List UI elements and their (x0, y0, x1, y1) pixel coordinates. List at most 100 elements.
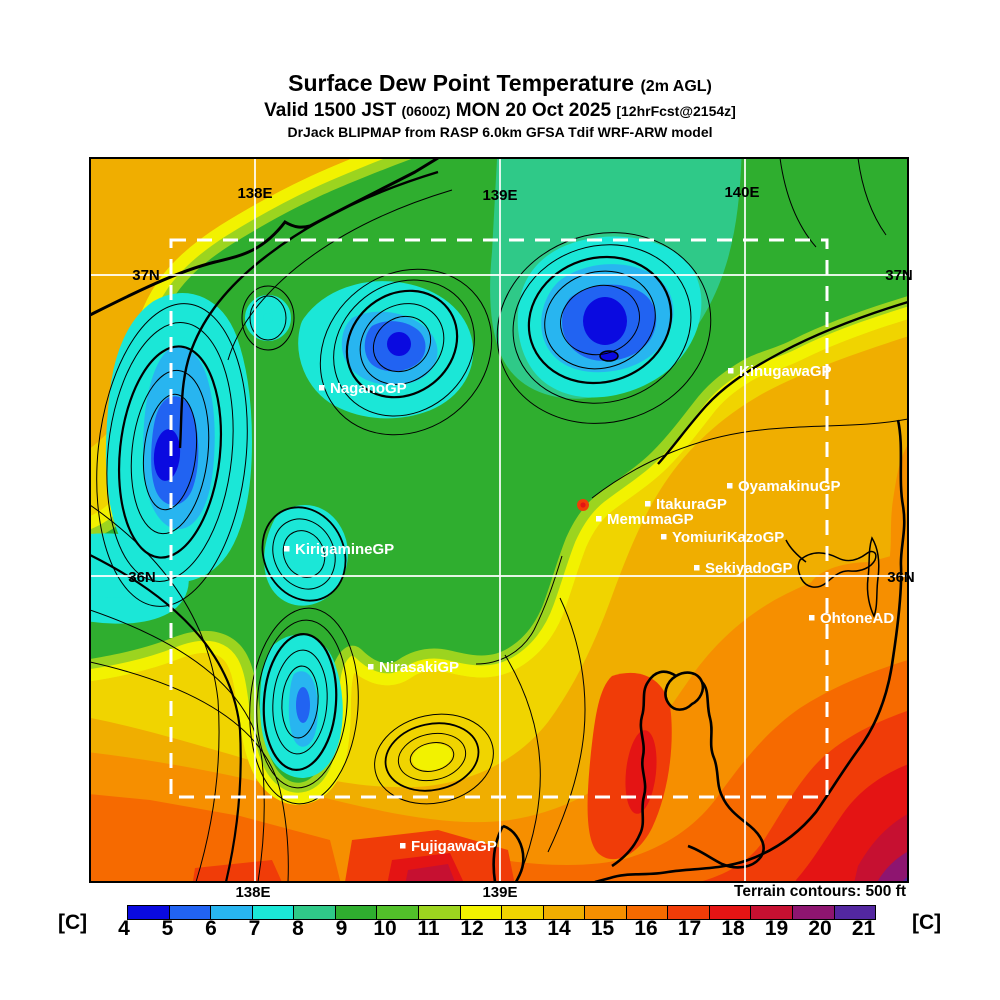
station-marker (727, 483, 733, 489)
colorbar-cell (377, 906, 419, 919)
station-label: OhtoneAD (820, 610, 894, 627)
title-main: Surface Dew Point Temperature (288, 70, 635, 96)
coastline (90, 158, 906, 882)
lon-label-top: 138E (237, 185, 272, 202)
terrain-contour-ring (272, 649, 328, 755)
latlon-gridlines (91, 159, 907, 881)
colorbar-tick-label: 17 (677, 917, 702, 940)
colorbar-cell (252, 906, 295, 919)
grid-labels: 138E 139E 140E 37N 37N 36N 36N 138E 139E… (128, 184, 915, 901)
colorbar-unit-left: [C] (58, 911, 88, 934)
terrain-contour-ring (384, 722, 480, 792)
colorbar-tick-label: 21 (851, 917, 876, 940)
station-labels: NaganoGP KinugawaGP OyamakinuGP ItakuraGPMe… (284, 363, 894, 855)
terrain-contour-ring (527, 255, 673, 385)
colorbar-cell (668, 906, 710, 919)
terrain-contour-ring (333, 279, 475, 417)
station-label: FujigawaGP (411, 838, 497, 855)
terrain-contour-ring (397, 732, 467, 782)
colorbar-tick-label: 12 (460, 917, 484, 940)
station-label: ItakuraGP (656, 496, 727, 513)
colorbar-tick-label: 13 (503, 917, 528, 940)
terrain-contour-ring (560, 284, 640, 356)
colorbar-tick-label: 20 (808, 917, 832, 940)
colorbar-cell (543, 906, 586, 919)
lon-label-bottom: 139E (482, 884, 517, 901)
lat-label-left: 36N (128, 569, 156, 586)
lon-label-bottom: 138E (235, 884, 270, 901)
colorbar-cell (294, 906, 336, 919)
station-label: OyamakinuGP (738, 478, 841, 495)
colorbar-tick-label: 5 (161, 917, 174, 940)
colorbar-tick-label: 7 (248, 917, 261, 940)
station-marker (694, 565, 700, 571)
terrain-contour-ring (241, 285, 295, 351)
colorbar-unit-right: [C] (912, 911, 942, 934)
colorbar (127, 905, 876, 920)
lon-label-top: 139E (482, 187, 517, 204)
colorbar-tick-label: 18 (721, 917, 745, 940)
terrain-contour-ring (261, 506, 347, 602)
terrain-contour-ring (96, 303, 248, 607)
terrain-contour-ring (512, 244, 692, 404)
station-label: KirigamineGP (295, 541, 394, 558)
colorbar-cell (460, 906, 503, 919)
terrain-contour-ring (256, 619, 348, 789)
colorbar-tick-label: 6 (205, 917, 217, 940)
terrain-contour-ring (409, 742, 455, 772)
terrain-contour-ring (281, 665, 319, 739)
colorbar-tick-label: 4 (118, 917, 130, 940)
colorbar-tick-label: 16 (634, 917, 658, 940)
page-title: Surface Dew Point Temperature (2m AGL) (0, 70, 1000, 97)
colorbar-tick-label: 11 (417, 917, 440, 940)
lat-label-right: 36N (887, 569, 915, 586)
valid-zulu: (0600Z) (401, 103, 451, 119)
domain-boundary (169, 238, 829, 799)
terrain-note: Terrain contours: 500 ft (734, 883, 906, 900)
station-marker (284, 546, 290, 552)
forecast-tag: [12hrFcst@2154z] (616, 103, 736, 119)
colorbar-cell (169, 906, 212, 919)
colorbar-tick-label: 15 (590, 917, 615, 940)
valid-date: MON 20 Oct 2025 (455, 100, 612, 121)
station-label: MemumaGP (607, 511, 694, 528)
terrain-contour-ring (130, 369, 210, 535)
station-label: NirasakiGP (379, 659, 459, 676)
colorbar-tick-label: 10 (373, 917, 397, 940)
terrain-contour-ring (106, 322, 234, 582)
valid-time-line: Valid 1500 JST (0600Z) MON 20 Oct 2025 [… (0, 100, 1000, 122)
map-art (90, 158, 908, 882)
terrain-contour-ring (359, 303, 445, 385)
station-marker (319, 385, 325, 391)
colorbar-tick-label: 9 (335, 917, 348, 940)
station-marker (368, 664, 374, 670)
station-marker (400, 843, 406, 849)
lon-label-top: 140E (724, 184, 759, 201)
terrain-contour-ring (249, 295, 287, 341)
terrain-contour-ring (374, 713, 494, 805)
station-marker (645, 501, 651, 507)
terrain-contour-ring (372, 315, 432, 373)
colorbar-cell (751, 906, 793, 919)
terrain-contour-ring (249, 607, 359, 805)
station-label: KinugawaGP (739, 363, 832, 380)
station-marker (809, 615, 815, 621)
terrain-contour-ring (319, 268, 493, 436)
colorbar-cell (585, 906, 627, 919)
map-border (89, 157, 909, 883)
colorbar-cell (793, 906, 835, 919)
model-line: DrJack BLIPMAP from RASP 6.0km GFSA Tdif… (287, 124, 713, 140)
colorbar-cell (418, 906, 461, 919)
colorbar-cell (626, 906, 669, 919)
lat-label-right: 37N (885, 267, 913, 284)
colorbar-cell (502, 906, 544, 919)
terrain-contour-ring (142, 393, 198, 511)
lat-label-left: 37N (132, 267, 160, 284)
terrain-contour-ring (272, 518, 336, 590)
colorbar-tick-label: 19 (764, 917, 789, 940)
colorbar-tick-label: 8 (292, 917, 304, 940)
station-marker (661, 534, 667, 540)
terrain-contour-ring (117, 345, 223, 559)
